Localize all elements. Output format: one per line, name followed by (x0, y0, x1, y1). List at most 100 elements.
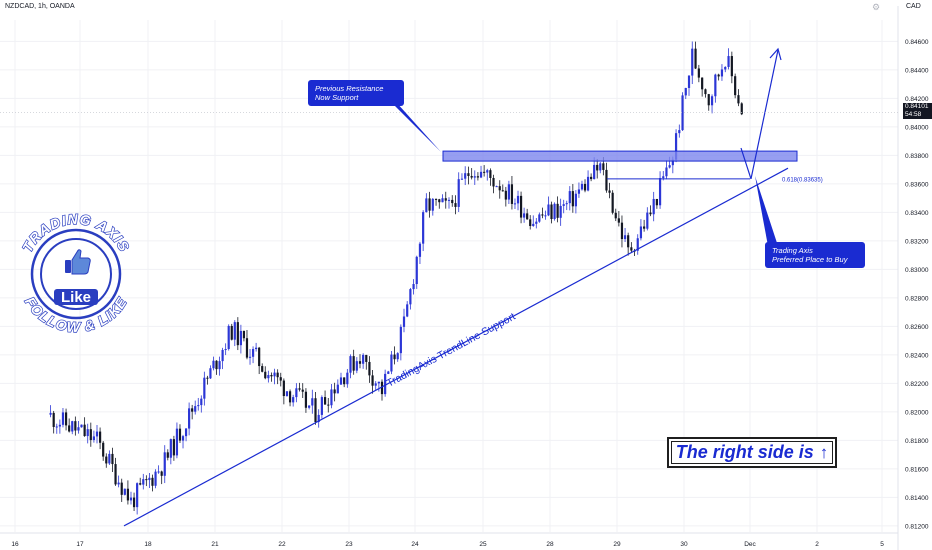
candle-body (203, 377, 206, 399)
candle-body (428, 198, 431, 211)
candle-body (197, 405, 200, 407)
candle-body (86, 429, 89, 437)
candle-body (457, 179, 460, 207)
candle-body (504, 190, 507, 200)
candle-body (495, 186, 498, 188)
candle-body (333, 389, 336, 394)
candle-body (681, 95, 684, 131)
candle-body (586, 176, 590, 191)
projection-leg2 (750, 49, 779, 180)
candle-body (605, 169, 608, 191)
logo-ring (30, 228, 122, 320)
y-tick-label: 0.81800 (905, 438, 929, 445)
candle-body (148, 477, 151, 481)
y-tick-label: 0.84600 (905, 39, 929, 46)
candle-body (535, 221, 538, 224)
candle-body (476, 176, 480, 178)
candle-body (473, 176, 476, 178)
candle-body (730, 56, 733, 77)
candle-body (724, 66, 727, 70)
candle-body (188, 408, 191, 429)
thumbs-up-icon (65, 249, 91, 275)
resistance-callout-line1: Previous Resistance (315, 84, 384, 93)
candle-body (218, 361, 221, 370)
buy-callout-line1: Trading Axis (772, 246, 813, 255)
candle-body (529, 219, 532, 227)
thumb-hand (71, 249, 91, 275)
candle-body (415, 256, 418, 285)
x-tick-label: 22 (278, 541, 286, 548)
candle-body (580, 183, 584, 190)
candle-body (516, 195, 520, 204)
candle-body (191, 408, 194, 412)
candle-body (559, 205, 562, 218)
candle-body (464, 173, 467, 179)
candle-body (132, 497, 136, 508)
candle-body (483, 171, 486, 173)
candle-body (336, 384, 339, 394)
candle-body (380, 381, 384, 395)
up-arrow-icon: ↑ (819, 442, 829, 462)
candle-body (61, 412, 65, 425)
candle-body (142, 479, 145, 485)
candle-body (523, 213, 526, 218)
candle-body (671, 159, 674, 166)
candle-body (163, 452, 166, 476)
candle-body (377, 381, 380, 384)
x-tick-label: 25 (479, 541, 487, 548)
candle-body (371, 375, 374, 386)
y-tick-label: 0.82400 (905, 352, 929, 359)
candle-body (412, 284, 415, 290)
candle-body (323, 397, 327, 405)
candle-body (117, 482, 120, 485)
candle-body (623, 235, 627, 240)
candle-body (550, 204, 553, 220)
candle-body (330, 389, 333, 406)
trendline (123, 167, 789, 527)
buy-callout-line2: Preferred Place to Buy (772, 255, 848, 264)
candle-body (209, 368, 212, 379)
candle-body (393, 354, 396, 360)
candle-body (454, 203, 457, 207)
candle-body (710, 96, 714, 106)
candle-body (649, 212, 652, 215)
candle-body (544, 215, 547, 217)
candle-body (327, 404, 330, 406)
candle-body (58, 424, 61, 427)
candle-body (245, 338, 249, 358)
fib-level-label: 0.618(0.83635) (782, 177, 823, 183)
y-tick-label: 0.82600 (905, 324, 929, 331)
candle-body (304, 391, 308, 408)
candle-body (422, 212, 425, 244)
candle-body (608, 190, 611, 193)
candle-body (602, 163, 605, 170)
gear-icon[interactable]: ⚙ (872, 2, 881, 12)
candle-body (737, 95, 740, 104)
candle-body (701, 77, 704, 90)
candle-body (444, 198, 447, 201)
candle-body (399, 326, 402, 354)
x-tick-label: 28 (546, 541, 554, 548)
candle-body (434, 198, 438, 200)
candle-body (470, 175, 473, 178)
candle-body (365, 354, 368, 362)
candle-body (697, 68, 700, 78)
candle-body (630, 247, 633, 251)
candle-body (279, 377, 282, 381)
candle-body (55, 426, 58, 428)
candle-body (684, 87, 687, 96)
y-tick-label: 0.83000 (905, 267, 929, 274)
y-tick-label: 0.82000 (905, 409, 929, 416)
candle-body (227, 325, 230, 350)
candle-body (248, 356, 252, 358)
candle-body (498, 186, 501, 191)
candle-body (136, 483, 139, 508)
candle-body (288, 391, 292, 403)
candle-body (510, 184, 514, 204)
candle-body (77, 427, 80, 431)
y-tick-label: 0.81200 (905, 523, 929, 530)
candle-body (489, 170, 492, 178)
y-tick-label: 0.82200 (905, 381, 929, 388)
